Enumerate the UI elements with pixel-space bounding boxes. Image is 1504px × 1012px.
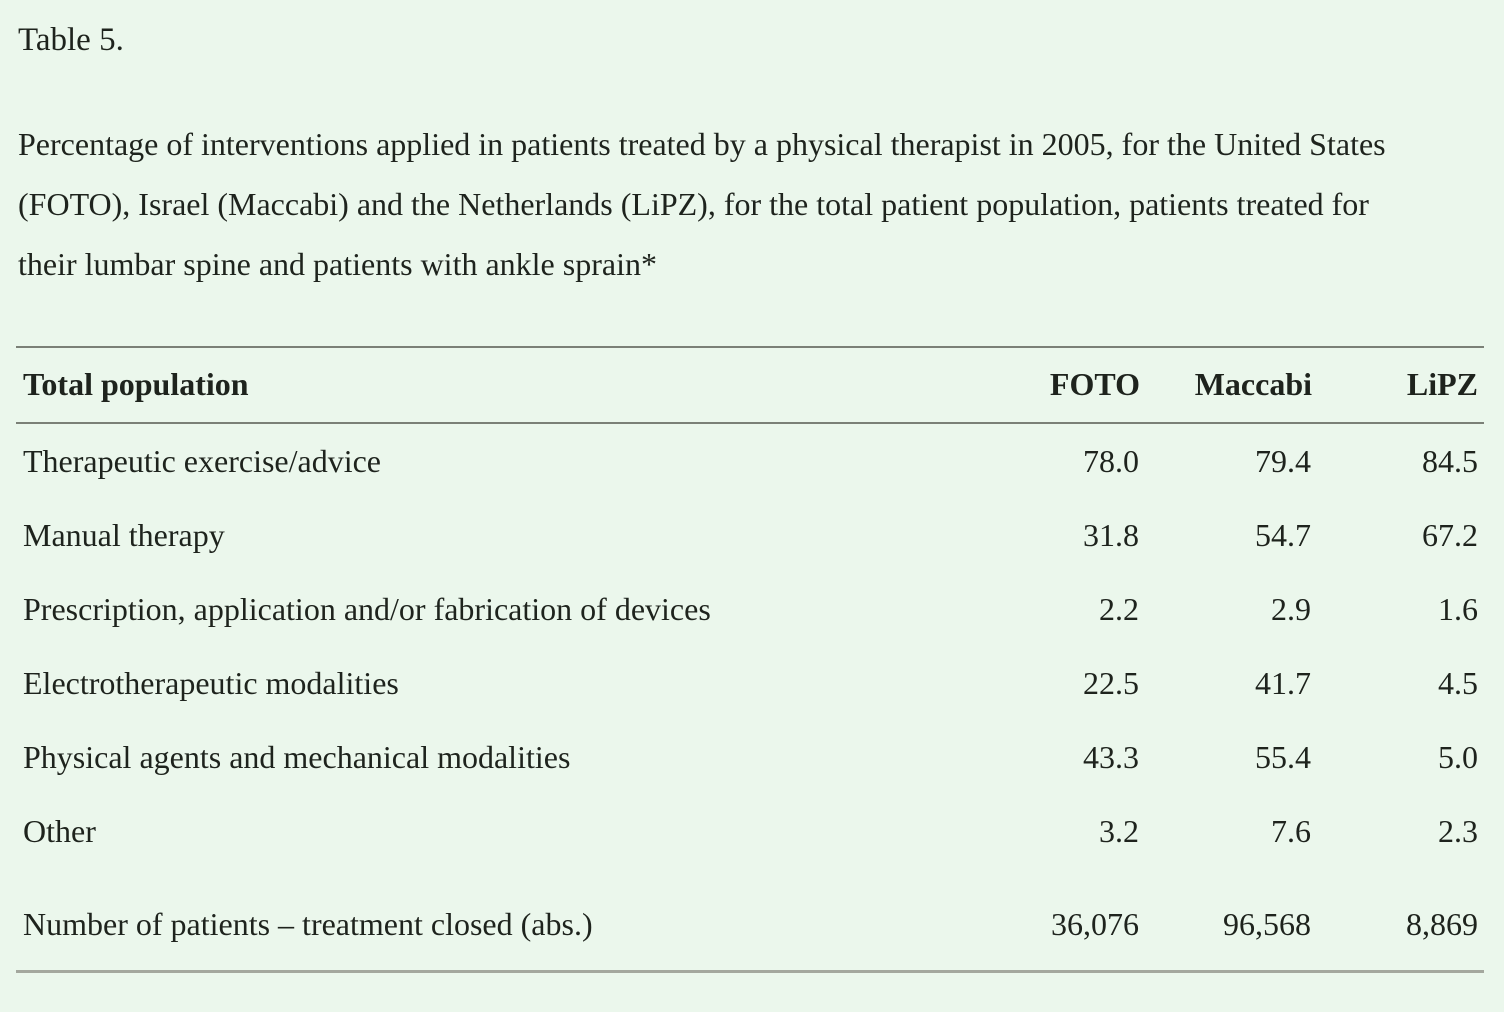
row-value-lipz: 5.0 <box>1438 739 1478 775</box>
row-value-maccabi: 96,568 <box>1140 868 1312 973</box>
table-row-therapeutic-exercise: Therapeutic exercise/advice 78.0 79.4 84… <box>16 423 1484 498</box>
row-label: Number of patients – treatment closed (a… <box>16 868 968 973</box>
row-label: Other <box>23 813 96 849</box>
row-value-foto: 2.2 <box>1099 591 1139 627</box>
table-caption: Percentage of interventions applied in p… <box>18 126 1386 282</box>
row-value-lipz: 67.2 <box>1422 517 1478 553</box>
table-row-prescription-devices: Prescription, application and/or fabrica… <box>16 572 1484 646</box>
row-value-foto: 78.0 <box>1083 443 1139 479</box>
table-row-number-of-patients: Number of patients – treatment closed (a… <box>16 868 1484 973</box>
row-value-foto: 3.2 <box>1099 813 1139 849</box>
row-value-foto: 31.8 <box>1083 517 1139 553</box>
row-value-maccabi: 55.4 <box>1255 739 1311 775</box>
header-col-maccabi: Maccabi <box>1140 346 1312 424</box>
table-row-manual-therapy: Manual therapy 31.8 54.7 67.2 <box>16 498 1484 572</box>
header-col-foto: FOTO <box>968 346 1140 424</box>
table-title: Table 5. <box>18 22 124 58</box>
row-value-maccabi: 41.7 <box>1255 665 1311 701</box>
table-row-other: Other 3.2 7.6 2.3 <box>16 794 1484 868</box>
row-label: Manual therapy <box>23 517 225 553</box>
row-value-lipz: 84.5 <box>1422 443 1478 479</box>
row-value-maccabi: 79.4 <box>1255 443 1311 479</box>
header-total-population: Total population <box>16 346 968 424</box>
row-label: Electrotherapeutic modalities <box>23 665 399 701</box>
row-value-lipz: 2.3 <box>1438 813 1478 849</box>
row-value-lipz: 8,869 <box>1312 868 1484 973</box>
row-value-foto: 43.3 <box>1083 739 1139 775</box>
table-row-electrotherapeutic: Electrotherapeutic modalities 22.5 41.7 … <box>16 646 1484 720</box>
row-value-maccabi: 54.7 <box>1255 517 1311 553</box>
row-label: Prescription, application and/or fabrica… <box>23 591 711 627</box>
header-col-lipz: LiPZ <box>1312 346 1484 424</box>
row-label: Physical agents and mechanical modalitie… <box>23 739 571 775</box>
row-value-foto: 36,076 <box>968 868 1140 973</box>
table-row-physical-agents: Physical agents and mechanical modalitie… <box>16 720 1484 794</box>
row-label: Therapeutic exercise/advice <box>23 443 381 479</box>
row-value-maccabi: 7.6 <box>1271 813 1311 849</box>
row-value-lipz: 1.6 <box>1438 591 1478 627</box>
data-table: Total population FOTO Maccabi LiPZ Thera… <box>16 346 1484 973</box>
row-value-lipz: 4.5 <box>1438 665 1478 701</box>
row-value-maccabi: 2.9 <box>1271 591 1311 627</box>
header-row: Total population FOTO Maccabi LiPZ <box>16 346 1484 424</box>
row-value-foto: 22.5 <box>1083 665 1139 701</box>
